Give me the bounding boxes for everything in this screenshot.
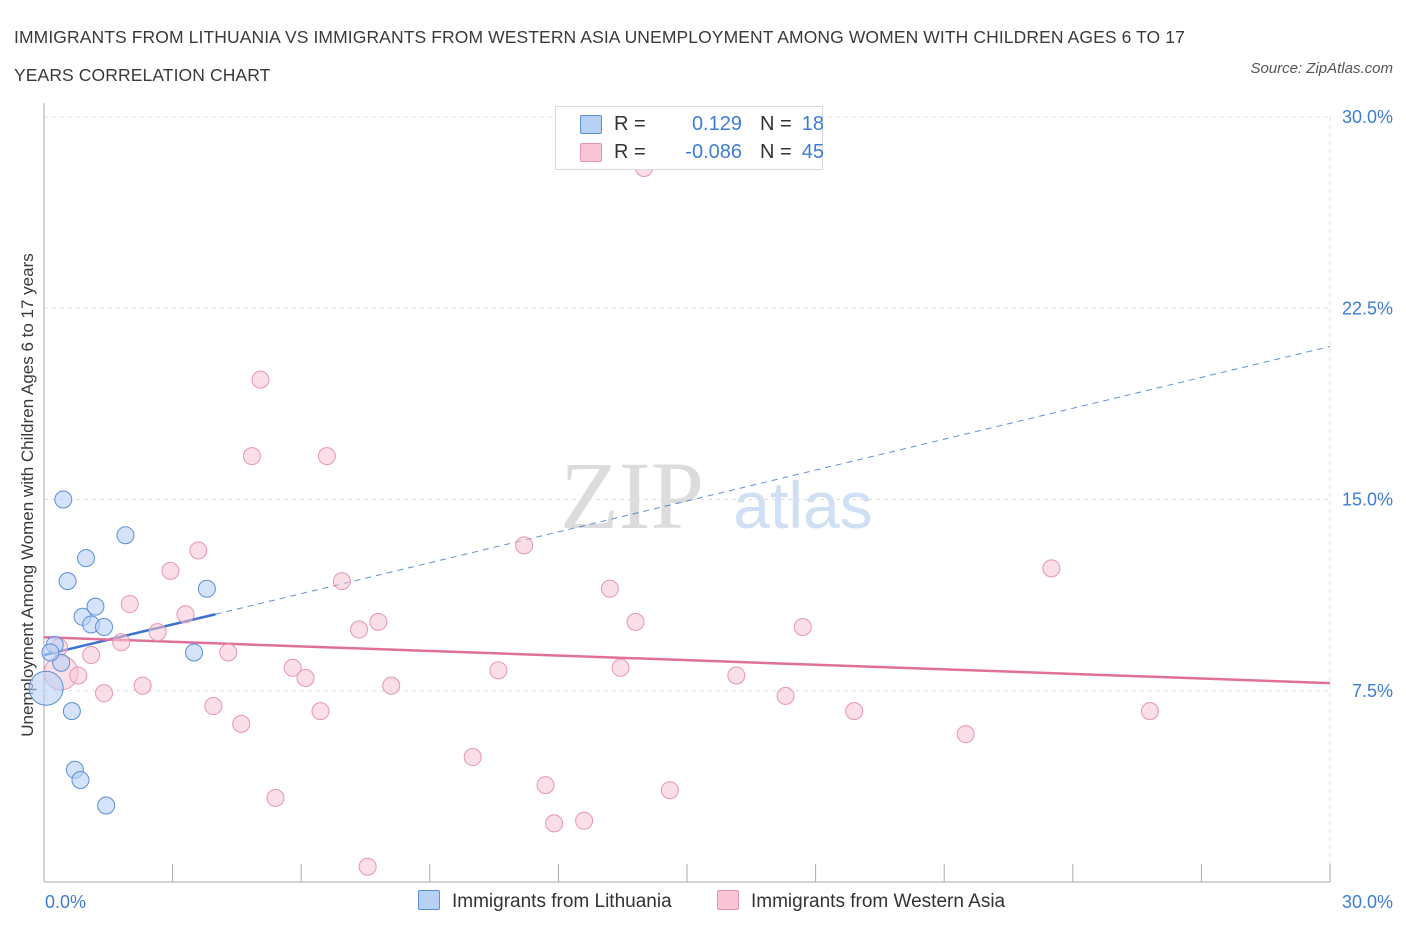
point-western-asia	[251, 370, 270, 389]
point-western-asia	[204, 697, 223, 716]
chart-title: IMMIGRANTS FROM LITHUANIA VS IMMIGRANTS …	[14, 27, 1185, 85]
point-western-asia	[515, 536, 534, 555]
point-western-asia	[489, 661, 508, 680]
point-lithuania	[86, 597, 105, 616]
x-tick-label: 30.0%	[1342, 892, 1393, 912]
point-western-asia	[189, 541, 208, 560]
point-western-asia	[660, 781, 679, 800]
trend-line-western-asia	[43, 635, 1331, 685]
legend-swatch-lithuania	[418, 890, 440, 910]
watermark-atlas: atlas	[733, 468, 872, 542]
point-western-asia	[727, 666, 746, 685]
point-western-asia	[611, 658, 630, 677]
legend-label-lithuania: Immigrants from Lithuania	[452, 891, 672, 912]
legend-swatch-western-asia	[580, 143, 602, 162]
point-western-asia	[1042, 559, 1061, 578]
point-western-asia	[626, 612, 645, 631]
y-tick-label: 15.0%	[1342, 490, 1393, 510]
point-lithuania	[62, 702, 81, 721]
point-western-asia	[148, 623, 167, 642]
point-western-asia	[463, 748, 482, 767]
legend-r-value: -0.086	[685, 141, 742, 163]
point-western-asia	[1140, 702, 1159, 721]
point-western-asia	[219, 643, 238, 662]
point-western-asia	[283, 658, 302, 677]
axes	[43, 103, 1331, 883]
point-western-asia	[176, 605, 195, 624]
point-western-asia	[575, 811, 594, 830]
point-western-asia	[369, 612, 388, 631]
point-western-asia	[311, 702, 330, 721]
point-lithuania	[197, 579, 216, 598]
point-western-asia	[956, 725, 975, 744]
point-lithuania	[71, 771, 90, 789]
y-tick-label: 30.0%	[1342, 107, 1393, 127]
point-western-asia	[382, 676, 401, 695]
point-western-asia	[95, 684, 114, 703]
legend-r-label: R =	[614, 141, 646, 163]
legend-n-value: 18	[801, 113, 824, 135]
legend-n-value: 45	[801, 141, 824, 163]
y-tick-label: 7.5%	[1352, 681, 1393, 701]
point-western-asia	[133, 676, 152, 695]
point-lithuania	[28, 670, 64, 706]
point-lithuania	[95, 618, 114, 636]
x-tick-labels: 0.0% 30.0%	[45, 892, 1393, 912]
trend-line-lithuania-dashed	[215, 346, 1331, 615]
legend-item-lithuania: Immigrants from Lithuania	[418, 889, 672, 915]
legend-swatch-western-asia	[717, 890, 739, 910]
point-western-asia	[545, 814, 564, 833]
point-western-asia	[161, 561, 180, 580]
point-western-asia	[232, 714, 251, 733]
x-tick-label: 0.0%	[45, 892, 86, 912]
point-lithuania	[58, 572, 77, 591]
point-western-asia	[845, 702, 864, 721]
point-lithuania	[77, 549, 96, 568]
point-lithuania	[116, 526, 135, 545]
legend-n-label: N =	[760, 141, 792, 163]
point-western-asia	[350, 620, 369, 639]
point-western-asia	[242, 447, 261, 466]
point-lithuania	[185, 643, 204, 662]
legend-n-label: N =	[760, 113, 792, 135]
point-western-asia	[536, 776, 555, 795]
point-western-asia	[82, 646, 101, 665]
point-western-asia	[69, 666, 88, 685]
point-western-asia	[317, 447, 336, 466]
point-lithuania	[41, 643, 60, 662]
point-western-asia	[120, 595, 139, 614]
legend-item-western-asia: Immigrants from Western Asia	[717, 889, 1005, 915]
stats-legend: R = 0.129 N = 18 R = -0.086 N = 45	[555, 106, 824, 170]
point-western-asia	[776, 686, 795, 705]
source-label: Source: ZipAtlas.com	[1250, 60, 1393, 77]
point-lithuania	[54, 490, 73, 509]
y-tick-label: 22.5%	[1342, 298, 1393, 318]
point-western-asia	[266, 788, 285, 807]
point-western-asia	[793, 618, 812, 636]
point-lithuania	[97, 796, 116, 815]
point-western-asia	[358, 857, 377, 876]
series-legend: Immigrants from Lithuania Immigrants fro…	[0, 889, 1406, 915]
point-western-asia	[296, 669, 315, 687]
point-western-asia	[112, 633, 131, 652]
watermark-zip: ZIP	[560, 442, 704, 549]
y-tick-labels: 7.5% 15.0% 22.5% 30.0%	[1342, 107, 1393, 701]
point-western-asia	[600, 579, 619, 598]
legend-swatch-lithuania	[580, 115, 602, 134]
legend-label-western-asia: Immigrants from Western Asia	[751, 891, 1006, 912]
legend-r-label: R =	[614, 113, 646, 135]
watermark: ZIP atlas	[560, 442, 873, 549]
legend-r-value: 0.129	[691, 113, 742, 135]
points-lithuania	[28, 490, 216, 815]
point-western-asia	[332, 572, 351, 591]
